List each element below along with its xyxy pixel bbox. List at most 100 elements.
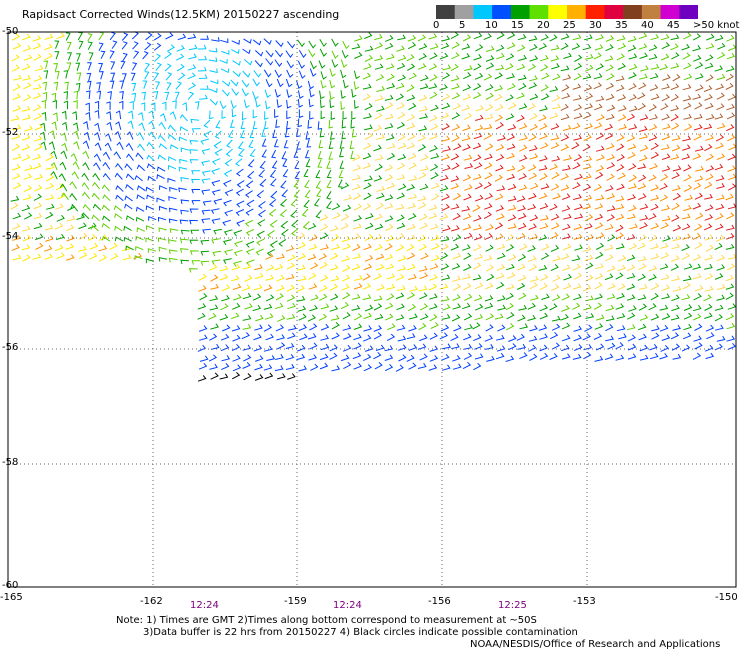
wind-barb <box>484 153 493 160</box>
wind-barb <box>167 124 176 132</box>
wind-barb <box>419 272 429 280</box>
wind-barb <box>158 143 168 150</box>
wind-barb <box>648 53 658 60</box>
wind-barb <box>94 100 100 110</box>
wind-barb <box>362 83 372 90</box>
wind-barb <box>131 92 137 102</box>
wind-barb <box>595 263 604 270</box>
wind-barb <box>584 103 594 110</box>
wind-barb <box>451 124 461 131</box>
wind-barb <box>203 119 211 128</box>
wind-barb <box>659 183 668 191</box>
wind-barb <box>595 171 604 180</box>
wind-barb <box>463 193 472 201</box>
wind-barb <box>32 253 42 260</box>
wind-barb <box>496 282 505 290</box>
wind-barb <box>12 105 22 112</box>
wind-barb <box>50 150 58 160</box>
wind-barb <box>10 202 19 210</box>
wind-barb <box>629 105 638 112</box>
wind-barb <box>573 112 583 120</box>
wind-barb <box>385 63 395 70</box>
wind-barb <box>605 113 615 121</box>
wind-barb <box>529 282 538 290</box>
wind-barb <box>265 78 273 88</box>
wind-barb <box>329 131 335 140</box>
wind-barb <box>158 227 167 232</box>
wind-barb <box>473 214 482 222</box>
wind-barb <box>671 275 681 282</box>
wind-barb <box>21 105 31 112</box>
wind-barb <box>463 313 473 321</box>
wind-barb <box>109 242 118 250</box>
wind-barb <box>106 101 111 110</box>
wind-barb <box>276 274 285 282</box>
wind-barb <box>528 134 537 142</box>
wind-barb <box>187 33 197 40</box>
wind-barb <box>626 294 636 301</box>
wind-barb <box>45 203 55 210</box>
wind-barb <box>219 59 228 64</box>
wind-barb <box>276 342 286 350</box>
wind-barb <box>122 52 128 62</box>
wind-barb <box>725 82 734 90</box>
wind-barb <box>104 133 112 142</box>
wind-barb <box>354 100 359 109</box>
wind-barb <box>618 123 628 130</box>
wind-barb <box>233 229 242 237</box>
wind-barb <box>282 169 289 178</box>
wind-barb <box>109 80 115 89</box>
wind-barb <box>594 203 604 210</box>
wind-barb <box>87 33 93 42</box>
wind-barb <box>648 104 657 112</box>
wind-barb <box>157 216 167 222</box>
wind-barb <box>497 134 506 141</box>
wind-barb <box>230 79 239 87</box>
wind-barbs-layer <box>10 31 737 382</box>
wind-barb <box>54 40 60 49</box>
wind-barb <box>549 34 558 42</box>
wind-barb <box>483 73 493 81</box>
wind-barb <box>224 158 233 167</box>
wind-barb <box>660 103 669 111</box>
wind-barb <box>704 94 713 101</box>
wind-barb <box>541 243 550 251</box>
wind-barb <box>484 233 493 241</box>
wind-barb <box>363 142 372 150</box>
wind-barb <box>287 373 296 380</box>
wind-barb <box>618 333 627 340</box>
wind-barb <box>277 314 286 322</box>
wind-barb <box>209 304 219 311</box>
wind-barb <box>638 174 647 182</box>
wind-barb <box>101 204 111 212</box>
wind-barb <box>386 283 396 290</box>
wind-barb <box>106 121 113 131</box>
wind-barb <box>485 104 494 112</box>
wind-barb <box>694 145 704 152</box>
wind-barb <box>41 99 46 109</box>
wind-barb <box>329 305 339 312</box>
wind-barb <box>518 122 528 130</box>
wind-barb <box>419 303 429 311</box>
wind-barb <box>202 200 212 206</box>
wind-barb <box>255 355 264 362</box>
wind-barb <box>563 52 572 59</box>
wind-barb <box>461 273 471 280</box>
wind-barb <box>318 253 327 261</box>
wind-barb <box>65 254 75 261</box>
wind-barb <box>198 362 208 370</box>
wind-barb <box>385 313 394 321</box>
wind-barb <box>583 344 593 351</box>
wind-barb <box>351 89 357 98</box>
wind-barb <box>395 204 405 210</box>
wind-barb <box>452 275 461 282</box>
wind-barb <box>275 40 284 48</box>
wind-barb <box>220 303 229 311</box>
wind-barb <box>420 74 429 82</box>
wind-barb <box>254 363 263 371</box>
wind-barb <box>727 165 736 172</box>
wind-barb <box>540 34 549 41</box>
wind-barb <box>274 109 279 119</box>
wind-barb <box>114 236 124 242</box>
wind-barb <box>293 149 299 158</box>
